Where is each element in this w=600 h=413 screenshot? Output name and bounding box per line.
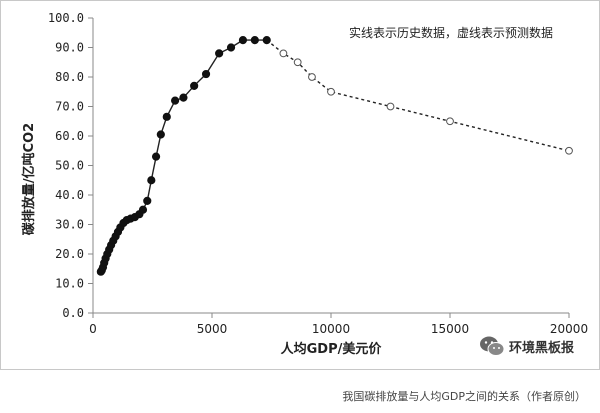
- x-tick-label: 15000: [431, 322, 469, 336]
- forecast-point: [446, 117, 454, 126]
- forecast-point: [386, 102, 395, 111]
- wechat-icon: [480, 336, 505, 356]
- y-axis-label: 碳排放量/亿吨CO2: [21, 123, 37, 235]
- x-tick-label: 10000: [312, 322, 350, 336]
- historical-point: [138, 205, 148, 214]
- historical-point: [262, 36, 271, 45]
- y-tick-label: 40.0: [55, 188, 84, 202]
- x-tick-label: 5000: [197, 322, 228, 336]
- y-tick-label: 100.0: [48, 11, 84, 25]
- y-tick-label: 30.0: [55, 218, 84, 232]
- historical-point: [201, 69, 211, 79]
- historical-point: [226, 43, 236, 52]
- x-tick-label: 0: [89, 322, 97, 336]
- chart-annotation: 实线表示历史数据，虚线表示预测数据: [349, 25, 553, 40]
- historical-point: [156, 130, 165, 139]
- y-tick-label: 60.0: [55, 129, 84, 143]
- y-tick-label: 0.0: [62, 306, 84, 320]
- forecast-point: [279, 49, 288, 58]
- historical-point: [151, 152, 161, 161]
- axes: [92, 18, 569, 314]
- watermark-text: 环境黑板报: [509, 340, 575, 356]
- forecast-point: [308, 73, 316, 81]
- series-lines: [100, 39, 570, 273]
- historical-point: [147, 176, 156, 185]
- forecast-point: [327, 87, 335, 96]
- y-tick-label: 20.0: [55, 247, 84, 261]
- historical-point: [215, 49, 224, 58]
- forecast-line: [266, 39, 570, 152]
- historical-point: [250, 36, 259, 45]
- chart-frame: 0.0 10.0 20.0 30.0 40.0 50.0 60.0 70.0 80.0 90.0 1…: [0, 0, 600, 370]
- historical-line: [100, 39, 267, 273]
- forecast-point: [565, 146, 573, 155]
- y-tick-label: 10.0: [55, 277, 84, 291]
- y-tick-label: 50.0: [55, 159, 84, 173]
- y-tick-label: 80.0: [55, 70, 84, 84]
- historical-point: [171, 96, 180, 105]
- historical-point: [190, 81, 199, 90]
- y-axis-ticks: 0.0 10.0 20.0 30.0 40.0 50.0 60.0 70.0 80.0 90.0 1…: [48, 11, 93, 320]
- series-points: [96, 36, 573, 276]
- chart: 0.0 10.0 20.0 30.0 40.0 50.0 60.0 70.0 80.0 90.0 1…: [21, 11, 588, 357]
- forecast-point: [293, 58, 302, 67]
- figure-caption: 我国碳排放量与人均GDP之间的关系（作者原创）: [342, 390, 586, 403]
- y-tick-label: 70.0: [55, 100, 84, 114]
- x-tick-label: 20000: [550, 322, 588, 336]
- historical-point: [162, 112, 171, 121]
- historical-point: [238, 36, 248, 45]
- x-axis-label: 人均GDP/美元价: [281, 341, 383, 357]
- historical-point: [179, 93, 188, 102]
- historical-point: [143, 196, 152, 205]
- x-axis-ticks: 0 5000 10000 15000 20000: [89, 313, 588, 336]
- y-tick-label: 90.0: [55, 41, 84, 55]
- watermark: 环境黑板报: [479, 335, 574, 357]
